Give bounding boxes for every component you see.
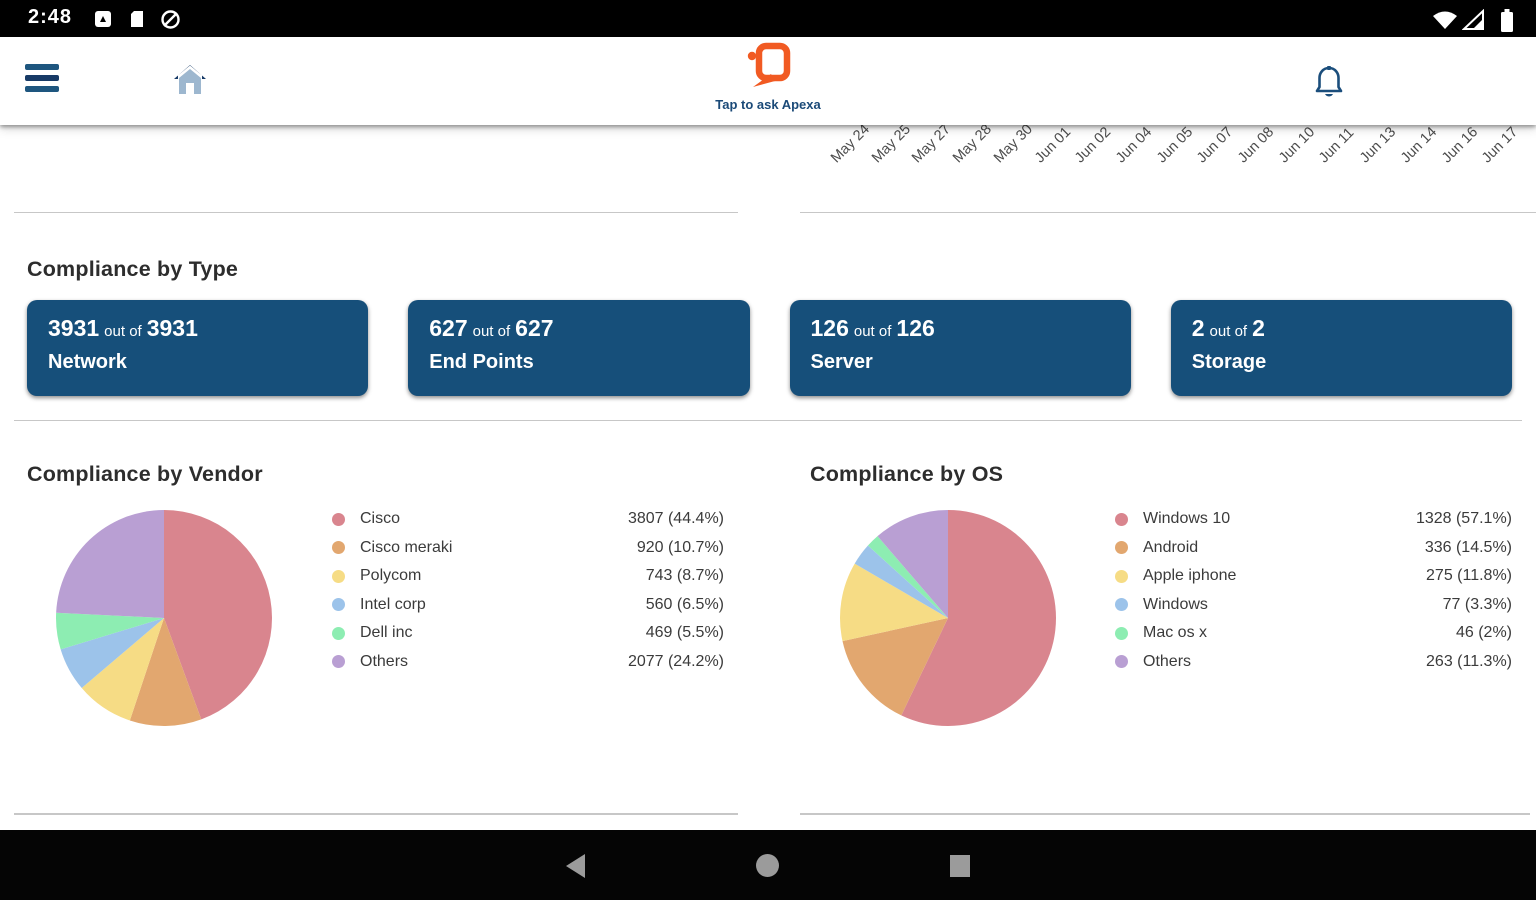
pie-slice-apple-iphone: [840, 563, 948, 642]
legend-row: Mac os x 46 (2%): [1115, 619, 1512, 648]
os-pie-legend: Windows 10 1328 (57.1%) Android 336 (14.5%…: [1115, 505, 1512, 676]
section-divider: [800, 813, 1530, 815]
x-axis-date-label: Jun 14: [1397, 125, 1440, 167]
legend-dot: [1115, 655, 1128, 669]
pie-slice-polycom: [81, 618, 164, 721]
card-counts: 3931 out of 3931: [48, 315, 198, 341]
dashboard-scroll-area[interactable]: May 24 May 25 May 27 May 28 May 30 Jun 01 Jun …: [0, 125, 1536, 830]
x-axis-date-label: Jun 05: [1153, 125, 1196, 167]
legend-row: Cisco 3807 (44.4%): [332, 505, 724, 534]
x-axis-date-label: May 28: [950, 125, 996, 167]
legend-row: Others 2077 (24.2%): [332, 648, 724, 677]
x-axis-date-label: May 27: [909, 125, 955, 167]
apexa-logo-icon: [747, 42, 791, 87]
legend-row: Cisco meraki 920 (10.7%): [332, 534, 724, 563]
type-card-network[interactable]: 3931 out of 3931 Network: [27, 300, 369, 396]
legend-dot: [1115, 569, 1128, 583]
x-axis-date-label: Jun 02: [1072, 125, 1115, 167]
top-chart-card-right: May 24 May 25 May 27 May 28 May 30 Jun 01 Jun …: [800, 125, 1536, 213]
x-axis-date-label: May 30: [990, 125, 1036, 167]
pie-slice-windows-10: [901, 510, 1056, 726]
x-axis-date-label: May 25: [868, 125, 914, 167]
x-axis-date-label: Jun 10: [1275, 125, 1318, 167]
vendor-pie-legend: Cisco 3807 (44.4%) Cisco meraki 920 (10.7%…: [332, 505, 724, 676]
section-divider: [14, 420, 1522, 421]
pie-slice-cisco-meraki: [129, 618, 202, 726]
card-label: Network: [48, 351, 127, 373]
pie-slice-android: [842, 618, 948, 716]
hamburger-menu-icon[interactable]: [25, 64, 59, 97]
type-card-server[interactable]: 126 out of 126 Server: [789, 300, 1131, 396]
legend-dot: [1115, 598, 1128, 612]
legend-row: Others 263 (11.3%): [1115, 648, 1512, 677]
pie-slice-dell-inc: [55, 612, 164, 650]
section-title-compliance-by-os: Compliance by OS: [810, 462, 1004, 486]
status-time: 2:48: [28, 6, 73, 28]
x-axis-date-label: Jun 16: [1438, 125, 1481, 167]
x-axis-date-label: Jun 11: [1316, 125, 1358, 167]
status-bar: 2:48: [0, 0, 1536, 37]
pie-slice-windows: [854, 545, 948, 618]
x-axis-date-label: Jun 07: [1194, 125, 1237, 167]
card-counts: 2 out of 2: [1191, 315, 1265, 341]
legend-dot: [332, 569, 345, 583]
pie-slice-others: [877, 510, 948, 618]
card-counts: 627 out of 627: [429, 315, 554, 341]
legend-row: Intel corp 560 (6.5%): [332, 591, 724, 620]
legend-dot: [332, 512, 345, 526]
section-title-compliance-by-type: Compliance by Type: [27, 257, 239, 281]
card-label: End Points: [429, 351, 534, 373]
sd-card-icon: [131, 11, 143, 27]
legend-dot: [332, 655, 345, 669]
data-saver-icon: [161, 10, 180, 29]
x-axis-date-label: Jun 08: [1235, 125, 1278, 167]
section-title-compliance-by-vendor: Compliance by Vendor: [27, 462, 263, 486]
legend-row: Windows 10 1328 (57.1%): [1115, 505, 1512, 534]
os-pie-chart: [840, 510, 1056, 726]
legend-dot: [1115, 541, 1128, 555]
screenshot-icon: [95, 11, 111, 27]
x-axis-date-label: May 24: [828, 125, 873, 167]
android-navigation-bar: [0, 830, 1536, 900]
legend-row: Windows 77 (3.3%): [1115, 591, 1512, 620]
home-icon[interactable]: [171, 61, 209, 99]
legend-dot: [332, 541, 345, 555]
recents-square-icon[interactable]: [950, 855, 970, 877]
card-label: Storage: [1191, 351, 1267, 373]
legend-dot: [332, 626, 345, 640]
legend-row: Polycom 743 (8.7%): [332, 562, 724, 591]
x-axis-date-label: Jun 01: [1031, 125, 1074, 167]
legend-dot: [332, 598, 345, 612]
app-header: Tap to ask Apexa: [0, 37, 1536, 125]
wifi-icon: [1433, 11, 1457, 29]
app-logo-block[interactable]: Tap to ask Apexa: [0, 41, 1536, 112]
pie-slice-others: [56, 510, 164, 618]
x-axis-date-label: Jun 04: [1112, 125, 1155, 167]
top-chart-card-left: [14, 125, 738, 213]
pie-slice-mac-os-x: [867, 536, 948, 618]
card-counts: 126 out of 126: [810, 315, 935, 341]
battery-icon: [1501, 9, 1513, 32]
card-label: Server: [810, 351, 873, 373]
x-axis-date-label: Jun 17: [1479, 125, 1522, 167]
logo-caption: Tap to ask Apexa: [715, 97, 821, 112]
back-icon[interactable]: [566, 854, 585, 878]
home-circle-icon[interactable]: [756, 854, 779, 877]
vendor-pie-chart: [55, 510, 272, 726]
cellular-signal-icon: [1462, 9, 1484, 30]
type-card-end-points[interactable]: 627 out of 627 End Points: [408, 300, 750, 396]
legend-dot: [1115, 626, 1128, 640]
legend-row: Android 336 (14.5%): [1115, 534, 1512, 563]
compliance-type-cards-row: 3931 out of 3931 Network 627 out of 627 End …: [27, 300, 1512, 396]
legend-row: Apple iphone 275 (11.8%): [1115, 562, 1512, 591]
pie-slice-cisco: [164, 510, 272, 720]
pie-slice-intel-corp: [60, 618, 164, 688]
bell-icon[interactable]: [1313, 65, 1345, 101]
legend-row: Dell inc 469 (5.5%): [332, 619, 724, 648]
section-divider: [14, 813, 738, 815]
type-card-storage[interactable]: 2 out of 2 Storage: [1170, 300, 1512, 396]
legend-dot: [1115, 512, 1128, 526]
x-axis-date-label: Jun 13: [1357, 125, 1400, 167]
